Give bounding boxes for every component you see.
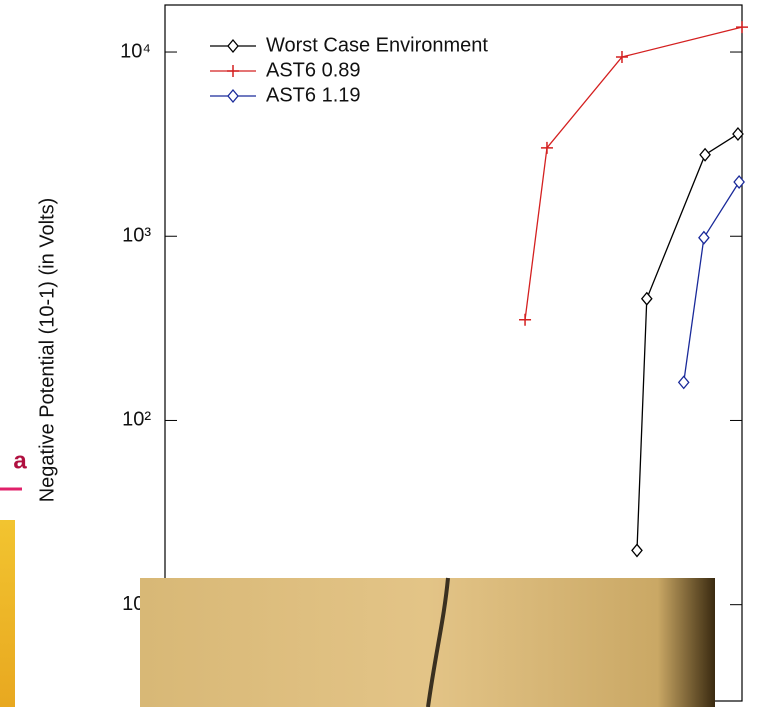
y-tick-label: 10⁴ [120,40,151,62]
overlay-photo [140,578,715,707]
marker [632,544,642,556]
legend-label: AST6 0.89 [266,59,361,81]
legend-label: Worst Case Environment [266,34,488,56]
y-tick-label: 10³ [122,225,151,247]
legend-marker [227,65,239,77]
marker [734,176,744,188]
series-line [684,182,739,382]
legend-marker [228,90,238,102]
series-line [525,27,742,320]
y-tick-label: 10² [122,409,151,431]
marker [700,149,710,161]
marker [642,293,652,305]
chart: a Negative Potential (10-1) (in Volts) 1… [0,0,760,707]
marker [736,21,748,33]
background-image [0,520,15,707]
legend-marker [228,40,238,52]
legend-label: AST6 1.19 [266,84,361,106]
y-axis-label: Negative Potential (10-1) (in Volts) [36,198,58,503]
marker [679,376,689,388]
series-line [637,134,738,550]
marker [519,314,531,326]
marker [699,232,709,244]
background-text: a [13,447,27,474]
